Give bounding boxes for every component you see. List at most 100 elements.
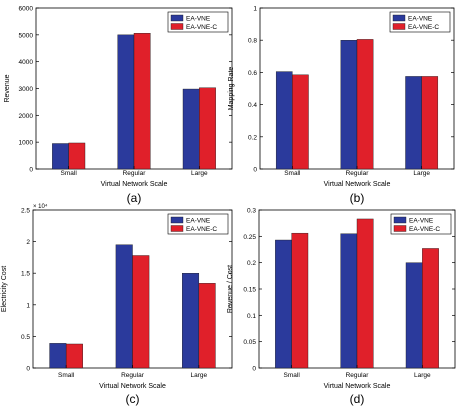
chart-panel: 0 1000 2000 3000 4000 5000 6000 Small Regular Lar… — [4, 6, 233, 205]
y-tick-label: 6000 — [19, 6, 34, 13]
x-tick-label: Large — [191, 372, 208, 379]
x-tick-label: Small — [58, 372, 75, 379]
bar-ea-vne-c — [291, 232, 309, 369]
bar-ea-vne-c — [356, 39, 374, 170]
legend-swatch-ea-vne-c — [393, 225, 407, 232]
x-axis-label: Virtual Network Scale — [99, 383, 166, 390]
chart-panel: 0 0.05 0.1 0.15 0.2 0.25 0.3 Small Regular Large V… — [227, 208, 456, 406]
bar-ea-vne — [405, 76, 422, 170]
panel-label: (d) — [350, 392, 365, 406]
bar-ea-vne — [405, 262, 423, 369]
x-tick-label: Large — [413, 170, 430, 177]
bar-ea-vne — [52, 143, 69, 170]
legend-swatch-ea-vne — [170, 216, 184, 224]
bar-ea-vne — [49, 343, 67, 369]
panel-label: (b) — [350, 191, 365, 205]
y-tick-label: 0.1 — [247, 313, 256, 320]
legend-label-ea-vne-c: EA-VNE-C — [408, 24, 439, 31]
y-tick-label: 2.5 — [21, 208, 30, 215]
bar-ea-vne — [182, 88, 200, 170]
y-tick-label: 0.5 — [21, 334, 30, 341]
y-axis-label: Mapping Rate — [228, 67, 235, 111]
bar-ea-vne-c — [132, 255, 150, 369]
y-tick-label: 0.2 — [247, 260, 256, 267]
y-tick-label: 0.15 — [243, 287, 256, 294]
y-tick-label: 5000 — [19, 32, 34, 39]
y-tick-label: 2 — [26, 239, 30, 246]
chart-panel: 0 0.2 0.4 0.6 0.8 1 Small Regular Large Virtual N… — [228, 6, 455, 205]
bar-ea-vne — [182, 273, 200, 369]
legend-swatch-ea-vne-c — [170, 23, 184, 30]
y-tick-label: 0 — [252, 366, 256, 373]
y-tick-label: 0.6 — [248, 70, 257, 77]
bar-ea-vne-c — [422, 248, 439, 369]
bar-ea-vne-c — [65, 343, 83, 369]
y-tick-label: 0.2 — [248, 134, 257, 141]
x-tick-label: Regular — [346, 372, 370, 379]
bar-ea-vne-c — [199, 87, 216, 170]
bar-ea-vne — [340, 40, 358, 170]
y-tick-label: 4000 — [19, 59, 34, 66]
panel-label: (a) — [127, 191, 142, 205]
legend-swatch-ea-vne — [392, 14, 406, 22]
y-tick-label: 0.4 — [248, 102, 257, 109]
bar-ea-vne-c — [133, 33, 151, 170]
y-tick-label: 0 — [253, 167, 257, 174]
x-tick-label: Regular — [121, 372, 145, 379]
bar-ea-vne-c — [68, 142, 86, 170]
y-tick-label: 3000 — [19, 86, 34, 93]
y-axis-label: Revenue — [4, 74, 11, 102]
legend-swatch-ea-vne — [393, 216, 407, 224]
panel-label: (c) — [126, 392, 140, 406]
x-tick-label: Small — [284, 372, 301, 379]
bar-ea-vne-c — [356, 218, 374, 369]
bar-ea-vne-c — [292, 74, 309, 170]
x-tick-label: Large — [414, 372, 431, 379]
legend-label-ea-vne: EA-VNE — [186, 16, 211, 23]
bar-ea-vne — [115, 244, 133, 369]
legend-swatch-ea-vne — [170, 14, 184, 22]
y-axis-label: Revenue / Cost — [227, 265, 234, 313]
bar-ea-vne — [275, 71, 293, 170]
y-tick-label: 0 — [29, 167, 33, 174]
bar-ea-vne — [117, 34, 135, 170]
x-tick-label: Large — [191, 170, 208, 177]
bar-ea-vne-c — [198, 283, 216, 369]
y-tick-label: 1 — [26, 302, 30, 309]
x-tick-label: Regular — [123, 170, 147, 177]
legend-swatch-ea-vne-c — [170, 225, 184, 232]
chart-panel: 0 0.5 1 1.5 2 2.5× 10⁴ Small Regular Large Virtua… — [1, 203, 233, 406]
y-tick-label: 0.05 — [243, 339, 256, 346]
legend-label-ea-vne: EA-VNE — [409, 218, 434, 225]
legend-label-ea-vne: EA-VNE — [186, 218, 211, 225]
y-tick-label: 1.5 — [21, 271, 30, 278]
x-axis-label: Virtual Network Scale — [324, 181, 391, 188]
bar-ea-vne — [275, 239, 292, 369]
y-tick-label: 1000 — [19, 140, 34, 147]
legend-label-ea-vne-c: EA-VNE-C — [186, 24, 217, 31]
y-tick-label: 0.8 — [248, 38, 257, 45]
y-axis-label: Electricity Cost — [1, 266, 8, 312]
bar-ea-vne-c — [421, 76, 439, 170]
y-tick-label: 0.25 — [243, 234, 256, 241]
legend-swatch-ea-vne-c — [392, 23, 406, 30]
legend-label-ea-vne-c: EA-VNE-C — [409, 226, 440, 233]
y-exponent-label: × 10⁴ — [33, 203, 48, 210]
legend-label-ea-vne-c: EA-VNE-C — [186, 226, 217, 233]
x-tick-label: Small — [61, 170, 78, 177]
x-tick-label: Regular — [346, 170, 370, 177]
x-tick-label: Small — [284, 170, 301, 177]
y-tick-label: 1 — [253, 6, 257, 13]
y-tick-label: 2000 — [19, 113, 34, 120]
legend-label-ea-vne: EA-VNE — [408, 16, 433, 23]
x-axis-label: Virtual Network Scale — [324, 383, 391, 390]
y-tick-label: 0 — [26, 366, 30, 373]
y-tick-label: 0.3 — [247, 208, 256, 215]
x-axis-label: Virtual Network Scale — [101, 181, 168, 188]
bar-ea-vne — [340, 233, 358, 369]
